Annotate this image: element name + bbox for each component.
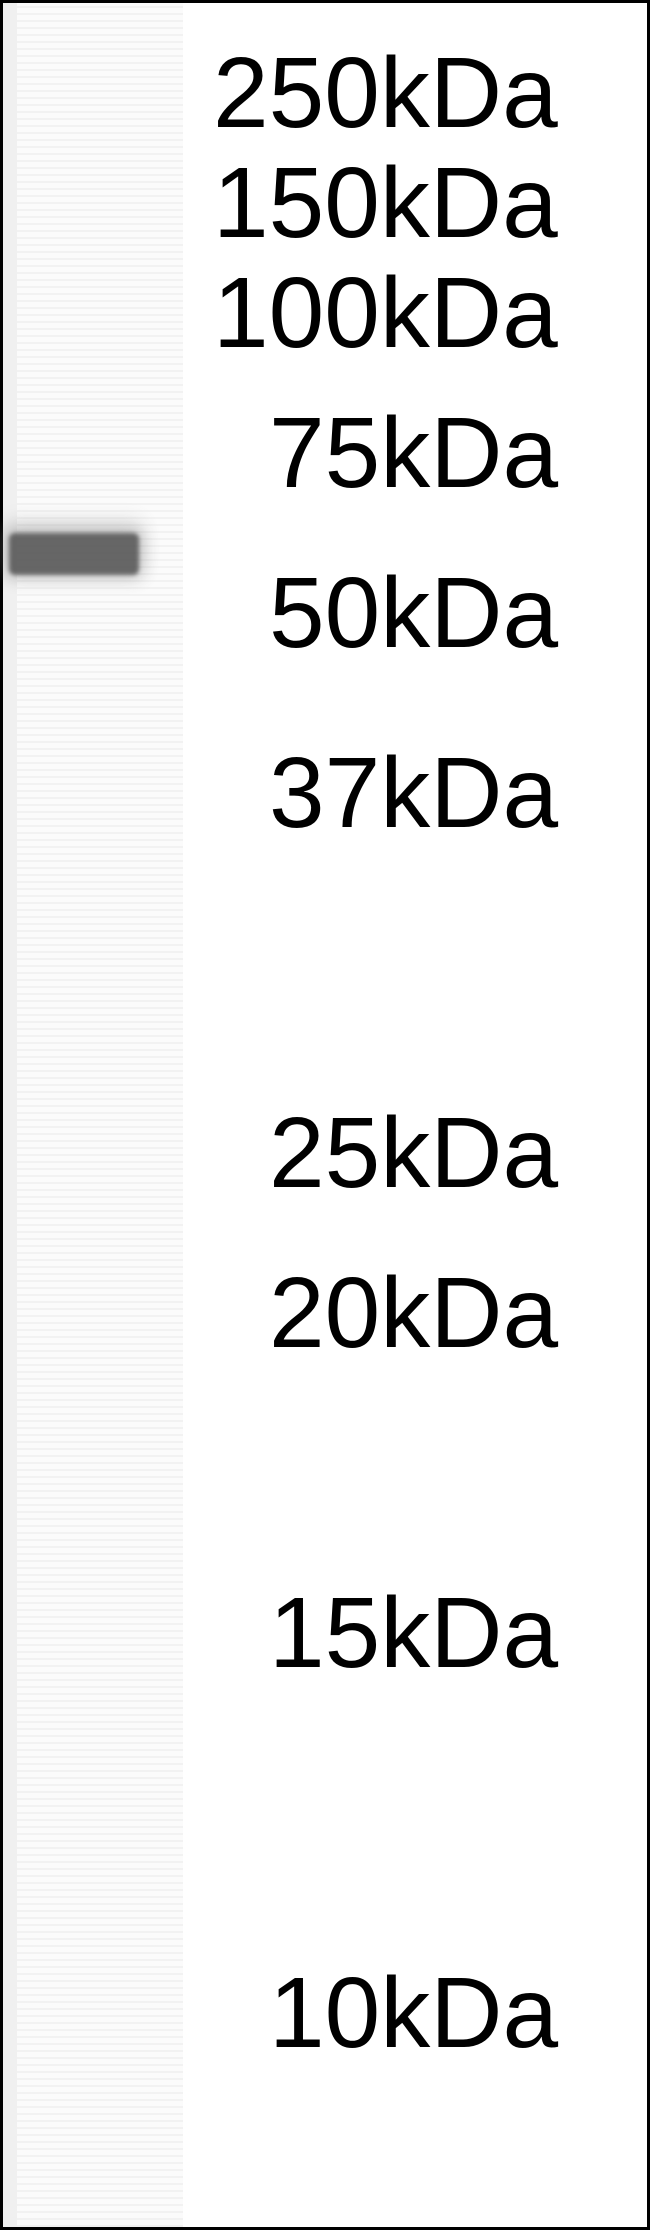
mw-label-75kda: 75kDa <box>269 403 558 503</box>
mw-label-100kda: 100kDa <box>213 263 558 363</box>
mw-label-150kda: 150kDa <box>213 153 558 253</box>
western-blot-figure: 250kDa150kDa100kDa 75kDa 50kDa 37kDa 25kDa 20… <box>0 0 650 2230</box>
protein-band-50kda <box>9 533 139 575</box>
mw-label-250kda: 250kDa <box>213 43 558 143</box>
mw-label-20kda: 20kDa <box>269 1263 558 1363</box>
mw-label-25kda: 25kDa <box>269 1103 558 1203</box>
blot-lane <box>3 3 183 2227</box>
mw-label-10kda: 10kDa <box>269 1963 558 2063</box>
mw-label-50kda: 50kDa <box>269 563 558 663</box>
mw-label-37kda: 37kDa <box>269 743 558 843</box>
mw-label-15kda: 15kDa <box>269 1583 558 1683</box>
